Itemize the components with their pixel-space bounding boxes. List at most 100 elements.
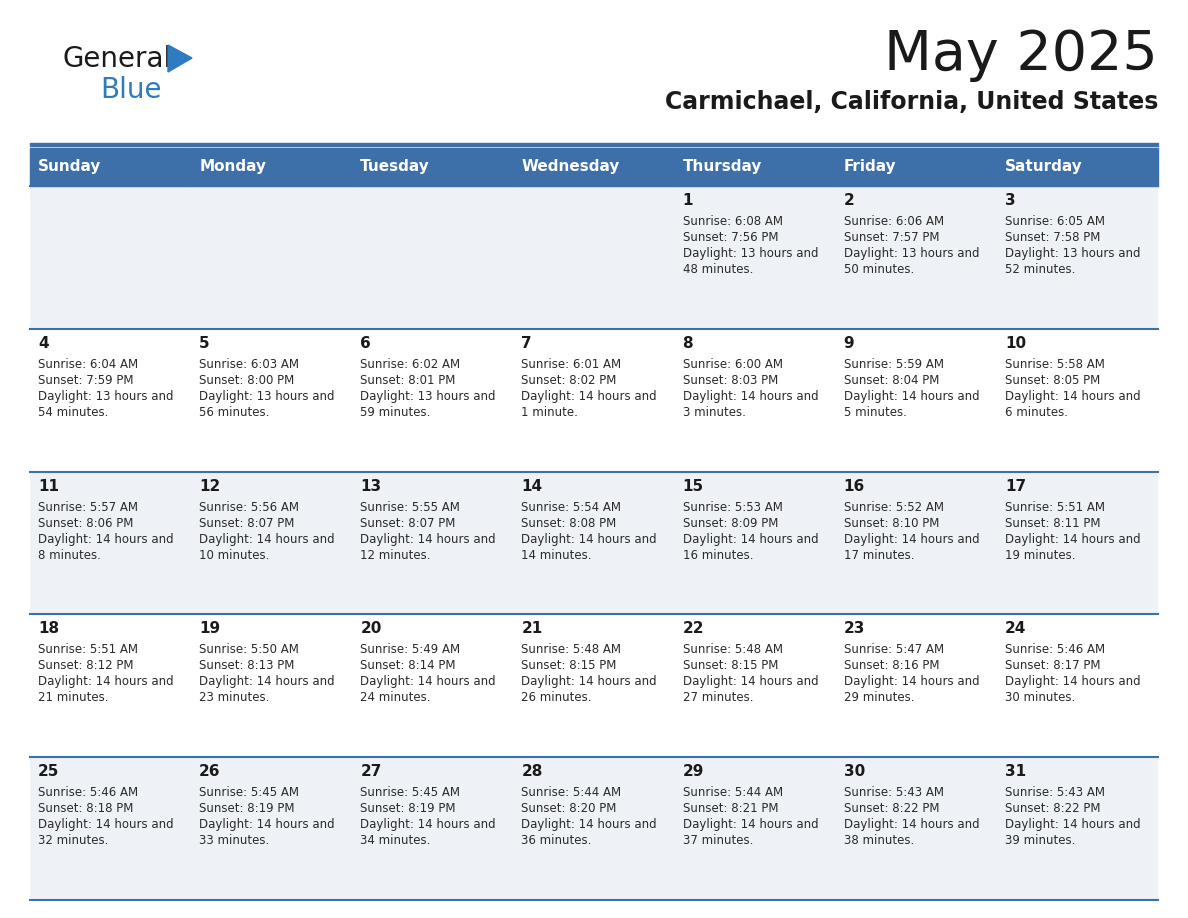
Text: 21 minutes.: 21 minutes. xyxy=(38,691,108,704)
Bar xyxy=(835,757,997,900)
Text: Daylight: 14 hours and: Daylight: 14 hours and xyxy=(360,676,495,688)
Text: 24: 24 xyxy=(1005,621,1026,636)
Text: 19 minutes.: 19 minutes. xyxy=(1005,549,1075,562)
Text: Sunset: 8:01 PM: Sunset: 8:01 PM xyxy=(360,374,456,386)
Text: Sunrise: 5:53 AM: Sunrise: 5:53 AM xyxy=(683,500,783,513)
Bar xyxy=(353,614,513,757)
Bar xyxy=(513,472,675,614)
Text: Sunset: 8:00 PM: Sunset: 8:00 PM xyxy=(200,374,295,386)
Text: 38 minutes.: 38 minutes. xyxy=(843,834,914,847)
Text: 11: 11 xyxy=(38,478,59,494)
Text: Saturday: Saturday xyxy=(1005,160,1082,174)
Text: 21: 21 xyxy=(522,621,543,636)
Text: 1: 1 xyxy=(683,193,693,208)
Text: Sunset: 8:04 PM: Sunset: 8:04 PM xyxy=(843,374,939,386)
Text: Sunrise: 5:44 AM: Sunrise: 5:44 AM xyxy=(683,786,783,800)
Text: 31: 31 xyxy=(1005,764,1026,779)
Text: Sunrise: 5:43 AM: Sunrise: 5:43 AM xyxy=(1005,786,1105,800)
Text: Sunset: 8:20 PM: Sunset: 8:20 PM xyxy=(522,802,617,815)
Text: Sunrise: 6:00 AM: Sunrise: 6:00 AM xyxy=(683,358,783,371)
Bar xyxy=(191,757,353,900)
Bar xyxy=(191,148,353,186)
Bar xyxy=(353,329,513,472)
Text: 32 minutes.: 32 minutes. xyxy=(38,834,108,847)
Text: Sunset: 7:58 PM: Sunset: 7:58 PM xyxy=(1005,231,1100,244)
Bar xyxy=(30,186,191,329)
Text: Tuesday: Tuesday xyxy=(360,160,430,174)
Text: 9: 9 xyxy=(843,336,854,351)
Text: General: General xyxy=(62,45,171,73)
Text: Sunset: 8:12 PM: Sunset: 8:12 PM xyxy=(38,659,133,672)
Bar xyxy=(30,757,191,900)
Text: Daylight: 13 hours and: Daylight: 13 hours and xyxy=(843,247,979,260)
Bar xyxy=(353,757,513,900)
Text: Sunset: 7:56 PM: Sunset: 7:56 PM xyxy=(683,231,778,244)
Text: 36 minutes.: 36 minutes. xyxy=(522,834,592,847)
Text: Sunset: 8:09 PM: Sunset: 8:09 PM xyxy=(683,517,778,530)
Text: Sunset: 8:08 PM: Sunset: 8:08 PM xyxy=(522,517,617,530)
Text: 10: 10 xyxy=(1005,336,1026,351)
Bar xyxy=(835,186,997,329)
Bar xyxy=(675,186,835,329)
Text: 16 minutes.: 16 minutes. xyxy=(683,549,753,562)
Text: 3: 3 xyxy=(1005,193,1016,208)
Text: Sunset: 8:03 PM: Sunset: 8:03 PM xyxy=(683,374,778,386)
Text: Sunset: 8:10 PM: Sunset: 8:10 PM xyxy=(843,517,939,530)
Text: Sunrise: 5:59 AM: Sunrise: 5:59 AM xyxy=(843,358,943,371)
Text: Sunset: 8:16 PM: Sunset: 8:16 PM xyxy=(843,659,940,672)
Text: Sunset: 7:57 PM: Sunset: 7:57 PM xyxy=(843,231,940,244)
Text: 48 minutes.: 48 minutes. xyxy=(683,263,753,276)
Bar xyxy=(835,148,997,186)
Text: 5: 5 xyxy=(200,336,210,351)
Text: 17: 17 xyxy=(1005,478,1026,494)
Bar xyxy=(353,186,513,329)
Text: Sunset: 8:02 PM: Sunset: 8:02 PM xyxy=(522,374,617,386)
Bar xyxy=(513,757,675,900)
Text: Daylight: 14 hours and: Daylight: 14 hours and xyxy=(1005,390,1140,403)
Text: Sunrise: 5:50 AM: Sunrise: 5:50 AM xyxy=(200,644,299,656)
Bar xyxy=(191,186,353,329)
Text: Daylight: 13 hours and: Daylight: 13 hours and xyxy=(38,390,173,403)
Text: Sunrise: 6:03 AM: Sunrise: 6:03 AM xyxy=(200,358,299,371)
Text: Daylight: 13 hours and: Daylight: 13 hours and xyxy=(200,390,335,403)
Bar xyxy=(353,148,513,186)
Text: Sunset: 8:13 PM: Sunset: 8:13 PM xyxy=(200,659,295,672)
Text: 25: 25 xyxy=(38,764,59,779)
Text: 17 minutes.: 17 minutes. xyxy=(843,549,915,562)
Text: Sunrise: 5:57 AM: Sunrise: 5:57 AM xyxy=(38,500,138,513)
Text: 59 minutes.: 59 minutes. xyxy=(360,406,431,419)
Bar xyxy=(30,614,191,757)
Text: 39 minutes.: 39 minutes. xyxy=(1005,834,1075,847)
Bar xyxy=(835,329,997,472)
Text: 6 minutes.: 6 minutes. xyxy=(1005,406,1068,419)
Text: Sunrise: 5:54 AM: Sunrise: 5:54 AM xyxy=(522,500,621,513)
Text: Daylight: 14 hours and: Daylight: 14 hours and xyxy=(360,818,495,831)
Text: Sunrise: 5:45 AM: Sunrise: 5:45 AM xyxy=(360,786,460,800)
Text: Daylight: 14 hours and: Daylight: 14 hours and xyxy=(683,532,819,545)
Text: 7: 7 xyxy=(522,336,532,351)
Text: 18: 18 xyxy=(38,621,59,636)
Text: Sunset: 8:06 PM: Sunset: 8:06 PM xyxy=(38,517,133,530)
Text: 23 minutes.: 23 minutes. xyxy=(200,691,270,704)
Text: Daylight: 14 hours and: Daylight: 14 hours and xyxy=(360,532,495,545)
Bar xyxy=(30,148,191,186)
Bar xyxy=(30,329,191,472)
Text: Daylight: 14 hours and: Daylight: 14 hours and xyxy=(38,676,173,688)
Text: Friday: Friday xyxy=(843,160,896,174)
Text: Daylight: 14 hours and: Daylight: 14 hours and xyxy=(522,818,657,831)
Bar xyxy=(997,329,1158,472)
Text: Sunset: 8:17 PM: Sunset: 8:17 PM xyxy=(1005,659,1100,672)
Text: Sunset: 8:07 PM: Sunset: 8:07 PM xyxy=(360,517,456,530)
Text: Sunrise: 5:51 AM: Sunrise: 5:51 AM xyxy=(38,644,138,656)
Text: 16: 16 xyxy=(843,478,865,494)
Text: 1 minute.: 1 minute. xyxy=(522,406,579,419)
Text: Daylight: 13 hours and: Daylight: 13 hours and xyxy=(1005,247,1140,260)
Text: 20: 20 xyxy=(360,621,381,636)
Text: 29 minutes.: 29 minutes. xyxy=(843,691,915,704)
Text: Sunrise: 5:43 AM: Sunrise: 5:43 AM xyxy=(843,786,943,800)
Bar xyxy=(675,329,835,472)
Text: 30 minutes.: 30 minutes. xyxy=(1005,691,1075,704)
Text: Daylight: 13 hours and: Daylight: 13 hours and xyxy=(360,390,495,403)
Text: Sunrise: 5:48 AM: Sunrise: 5:48 AM xyxy=(522,644,621,656)
Text: 54 minutes.: 54 minutes. xyxy=(38,406,108,419)
